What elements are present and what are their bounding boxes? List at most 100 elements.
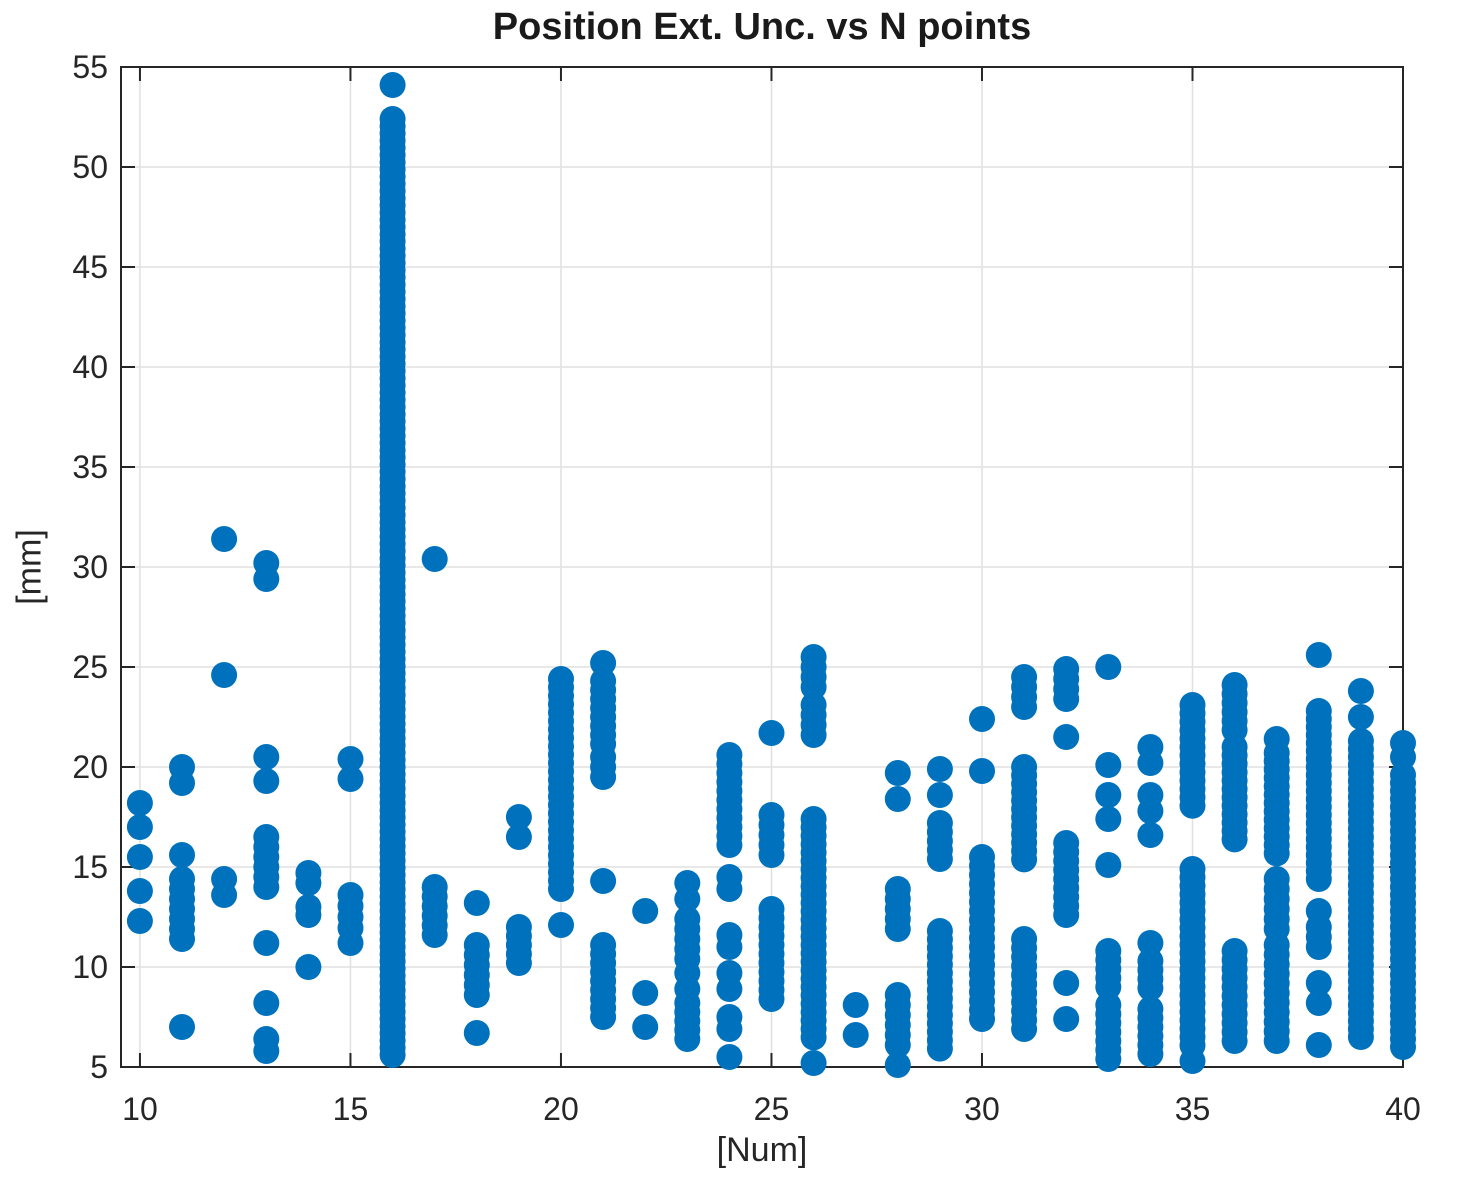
data-point bbox=[253, 990, 280, 1016]
data-point bbox=[253, 768, 280, 794]
data-point bbox=[1305, 934, 1332, 960]
svg-text:55: 55 bbox=[72, 49, 108, 85]
data-point bbox=[1095, 752, 1122, 778]
data-point bbox=[969, 758, 995, 784]
svg-text:10: 10 bbox=[72, 949, 108, 985]
data-point bbox=[926, 782, 953, 808]
data-point bbox=[842, 1022, 869, 1048]
svg-text:20: 20 bbox=[72, 749, 108, 785]
data-point bbox=[716, 876, 743, 902]
data-point bbox=[800, 1050, 827, 1076]
data-point bbox=[590, 650, 617, 676]
data-point bbox=[926, 846, 953, 872]
data-point bbox=[800, 674, 827, 700]
data-point bbox=[253, 874, 280, 900]
data-point bbox=[1095, 974, 1122, 1000]
data-point bbox=[716, 832, 743, 858]
data-point bbox=[1137, 975, 1164, 1001]
data-point bbox=[295, 870, 322, 896]
data-point bbox=[1221, 1028, 1248, 1054]
chart-title: Position Ext. Unc. vs N points bbox=[492, 6, 1032, 48]
data-point bbox=[253, 744, 280, 770]
x-axis-label: [Num] bbox=[716, 1131, 808, 1169]
data-point bbox=[1053, 1006, 1080, 1032]
data-point bbox=[505, 824, 532, 850]
data-point bbox=[337, 915, 364, 941]
svg-text:50: 50 bbox=[72, 149, 108, 185]
data-point bbox=[126, 878, 153, 904]
data-point bbox=[548, 912, 574, 938]
data-point bbox=[758, 720, 785, 746]
data-point bbox=[126, 908, 153, 934]
data-point bbox=[126, 844, 153, 870]
data-point bbox=[884, 916, 911, 942]
data-point bbox=[1221, 826, 1248, 853]
svg-text:35: 35 bbox=[1175, 1091, 1211, 1127]
y-tick-labels: 5 10 15 20 25 30 35 40 45 50 55 bbox=[72, 49, 108, 1085]
data-point bbox=[1179, 1032, 1206, 1059]
data-point bbox=[126, 814, 153, 840]
data-point bbox=[1053, 970, 1080, 996]
data-point bbox=[1137, 930, 1164, 956]
data-point bbox=[211, 526, 238, 552]
data-point bbox=[505, 804, 532, 830]
data-point bbox=[590, 868, 617, 894]
data-point bbox=[379, 72, 406, 98]
data-point bbox=[1095, 1046, 1122, 1072]
data-point bbox=[253, 1038, 280, 1064]
data-point bbox=[716, 934, 743, 960]
data-point bbox=[1347, 1024, 1374, 1050]
data-point bbox=[884, 786, 911, 812]
svg-text:40: 40 bbox=[1385, 1091, 1421, 1127]
data-point bbox=[1053, 902, 1080, 928]
data-point bbox=[1095, 852, 1122, 878]
data-point bbox=[1053, 724, 1080, 750]
svg-text:10: 10 bbox=[122, 1091, 158, 1127]
data-point bbox=[926, 1035, 953, 1062]
data-point bbox=[463, 1020, 490, 1046]
data-point bbox=[1011, 694, 1038, 720]
data-point bbox=[884, 1032, 911, 1058]
data-point bbox=[169, 770, 195, 796]
data-point bbox=[295, 954, 322, 980]
data-point bbox=[1305, 990, 1332, 1016]
svg-text:45: 45 bbox=[72, 249, 108, 285]
data-point bbox=[716, 1044, 743, 1070]
data-point bbox=[505, 950, 532, 976]
data-point bbox=[590, 1004, 617, 1030]
data-point bbox=[337, 766, 364, 792]
data-point bbox=[1095, 806, 1122, 832]
data-point bbox=[674, 946, 701, 972]
data-point bbox=[1053, 686, 1080, 712]
data-point bbox=[1305, 1032, 1332, 1058]
x-tick-labels: 10 15 20 25 30 35 40 bbox=[122, 1091, 1421, 1127]
svg-text:30: 30 bbox=[72, 549, 108, 585]
data-point bbox=[548, 876, 574, 902]
data-point bbox=[169, 926, 195, 952]
data-point bbox=[253, 566, 280, 592]
svg-text:30: 30 bbox=[964, 1091, 1000, 1127]
data-point bbox=[211, 882, 238, 908]
data-point bbox=[463, 890, 490, 916]
data-point bbox=[463, 982, 490, 1008]
svg-text:25: 25 bbox=[754, 1091, 790, 1127]
svg-text:25: 25 bbox=[72, 649, 108, 685]
data-point bbox=[169, 1014, 195, 1040]
svg-text:15: 15 bbox=[333, 1091, 369, 1127]
data-point bbox=[379, 1042, 406, 1068]
data-point bbox=[674, 1026, 701, 1052]
data-point bbox=[421, 546, 448, 572]
data-point bbox=[1305, 866, 1332, 892]
data-point bbox=[1095, 782, 1122, 808]
data-point bbox=[674, 886, 701, 912]
data-point bbox=[1347, 704, 1374, 730]
data-point bbox=[126, 790, 153, 816]
data-point bbox=[842, 992, 869, 1018]
data-point bbox=[632, 1014, 659, 1040]
data-point bbox=[800, 722, 827, 748]
data-point bbox=[1179, 792, 1206, 819]
data-point bbox=[758, 986, 785, 1012]
data-point bbox=[1305, 642, 1332, 668]
